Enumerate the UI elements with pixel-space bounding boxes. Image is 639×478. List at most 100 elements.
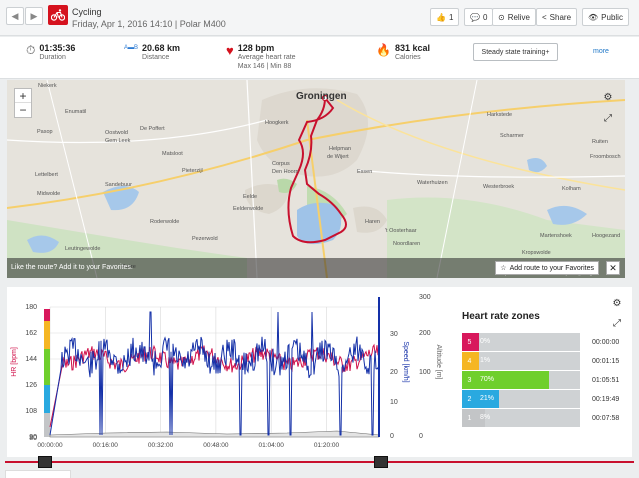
- zoom-out-button[interactable]: −: [19, 103, 27, 117]
- map-place-label: De Poffert: [140, 126, 165, 132]
- add-favorite-button[interactable]: ☆ Add route to your Favorites: [495, 261, 599, 275]
- steady-state-button[interactable]: Steady state training+: [473, 43, 558, 61]
- map-place-label: Froombosch: [590, 154, 621, 160]
- next-button[interactable]: ▶: [25, 7, 43, 25]
- heart-icon: ♥: [226, 43, 234, 58]
- speed-tick-label: 30: [390, 331, 398, 338]
- altitude-line: [49, 430, 380, 438]
- close-icon: ✕: [609, 262, 617, 273]
- altitude-tick-label: 300: [419, 294, 431, 301]
- map-place-label: Corpus: [272, 161, 290, 167]
- hr-tick-label: 162: [25, 330, 37, 337]
- zone-time: 00:00:00: [592, 338, 620, 346]
- time-tick-label: 01:04:00: [259, 442, 285, 449]
- map-place-label: Kropswolde: [522, 250, 551, 256]
- activity-header: ◀ ▶ Cycling Friday, Apr 1, 2016 14:10 | …: [0, 0, 639, 36]
- like-button[interactable]: 👍 1: [430, 8, 460, 26]
- route-map[interactable]: Niekerk Enumatil Pasop Oostwold Gem Leek De P…: [7, 80, 625, 278]
- zone-time: 00:19:49: [592, 395, 620, 403]
- map-place-label: Midwolde: [37, 191, 60, 197]
- map-place-label: Hoogezand: [592, 233, 620, 239]
- zone-number: 1: [462, 409, 477, 427]
- map-place-label: Pieterzijl: [182, 168, 203, 174]
- timeline-slider[interactable]: [0, 455, 639, 469]
- heart-rate-stat: ♥ 128 bpm Average heart rate Max 146 | Min…: [226, 43, 296, 70]
- zone-time: 00:07:58: [592, 414, 620, 422]
- fullscreen-icon[interactable]: ⤢: [604, 112, 612, 124]
- distance-icon: A▬B: [124, 45, 139, 51]
- close-favorites-button[interactable]: ✕: [606, 261, 620, 275]
- relive-button[interactable]: ⊙ Relive: [492, 8, 536, 26]
- zoom-in-button[interactable]: +: [15, 89, 31, 103]
- map-place-label: Den Hoorn: [272, 169, 299, 175]
- map-place-label: 't Oosterhaar: [385, 228, 417, 234]
- map-place-label: Helpman: [329, 146, 351, 152]
- map-place-label: Hoogkerk: [265, 120, 289, 126]
- zone-row-2: 2 21% 00:19:49: [462, 390, 639, 408]
- map-canvas: Niekerk Enumatil Pasop Oostwold Gem Leek De P…: [7, 80, 625, 278]
- zone-bar: 1%: [477, 352, 580, 370]
- zone-time: 00:01:15: [592, 357, 620, 365]
- zone-bar: 0%: [477, 333, 580, 351]
- thumbs-up-icon: 👍: [436, 12, 446, 22]
- zone-bar: 8%: [477, 409, 580, 427]
- slider-track: [5, 461, 634, 463]
- stopwatch-icon: ⏱: [26, 43, 36, 57]
- zone-number: 3: [462, 371, 477, 389]
- sport-title: Cycling: [72, 7, 102, 17]
- slider-end-handle[interactable]: [374, 456, 388, 468]
- map-place-label: Matsloot: [162, 151, 183, 157]
- favorites-prompt: Like the route? Add it to your Favorites…: [11, 264, 133, 271]
- map-place-label: Martenshoek: [540, 233, 572, 239]
- comment-button[interactable]: 💬 0: [464, 8, 494, 26]
- map-place-label: Eelderwolde: [233, 206, 263, 212]
- map-place-label: Enumatil: [65, 109, 86, 115]
- flame-icon: 🔥: [376, 43, 391, 57]
- hr-tick-label: 108: [25, 408, 37, 415]
- slider-start-handle[interactable]: [38, 456, 52, 468]
- settings-icon[interactable]: ⚙: [612, 297, 622, 309]
- activity-chart[interactable]: HR [bpm] Speed [km/h] Altitude [m] 180 16…: [7, 287, 457, 452]
- map-place-label: Leutingewolde: [65, 246, 100, 252]
- map-place-label: Harkstede: [487, 112, 512, 118]
- favorites-bar: Like the route? Add it to your Favorites…: [7, 258, 625, 278]
- zone-time: 01:05:51: [592, 376, 620, 384]
- chevron-right-icon: ▶: [30, 10, 38, 21]
- zones-title: Heart rate zones: [462, 311, 540, 322]
- bottom-tab[interactable]: [5, 470, 71, 478]
- privacy-button[interactable]: 👁 Public: [582, 8, 629, 26]
- zone-number: 5: [462, 333, 477, 351]
- zone-percent: 1%: [480, 357, 491, 364]
- map-place-label: Lettelbert: [35, 172, 58, 178]
- map-place-label: Eelde: [243, 194, 257, 200]
- layers-icon[interactable]: ⚙: [603, 91, 613, 103]
- comment-icon: 💬: [470, 12, 480, 22]
- speed-axis-label: Speed [km/h]: [402, 341, 409, 382]
- zone-number: 4: [462, 352, 477, 370]
- fullscreen-chart-icon[interactable]: ⤢: [613, 317, 621, 329]
- map-place-label: Essen: [357, 169, 372, 175]
- map-place-label: Pezerwold: [192, 236, 218, 242]
- hr-tick-label: 180: [25, 304, 37, 311]
- play-icon: ⊙: [498, 12, 505, 22]
- map-place-label: Westerbroek: [483, 184, 514, 190]
- zone-strip-4: [44, 321, 50, 349]
- zone-strip-5: [44, 309, 50, 321]
- speed-tick-label: 10: [390, 399, 398, 406]
- zone-row-5: 5 0% 00:00:00: [462, 333, 639, 351]
- share-button[interactable]: < Share: [536, 8, 578, 26]
- previous-button[interactable]: ◀: [6, 7, 24, 25]
- map-place-label: Scharmer: [500, 133, 524, 139]
- zone-number: 2: [462, 390, 477, 408]
- zone-row-1: 1 8% 00:07:58: [462, 409, 639, 427]
- zone-strip-2: [44, 385, 50, 413]
- activity-subtitle: Friday, Apr 1, 2016 14:10 | Polar M400: [72, 19, 226, 29]
- hr-axis-label: HR [bpm]: [11, 347, 18, 377]
- hr-tick-label: 80: [29, 435, 37, 442]
- zone-row-4: 4 1% 00:01:15: [462, 352, 639, 370]
- map-place-label: Haren: [365, 219, 380, 225]
- hr-tick-label: 126: [25, 382, 37, 389]
- time-tick-label: 00:48:00: [203, 442, 229, 449]
- duration-stat: ⏱ 01:35:36 Duration: [26, 43, 76, 61]
- more-link[interactable]: more: [593, 48, 609, 55]
